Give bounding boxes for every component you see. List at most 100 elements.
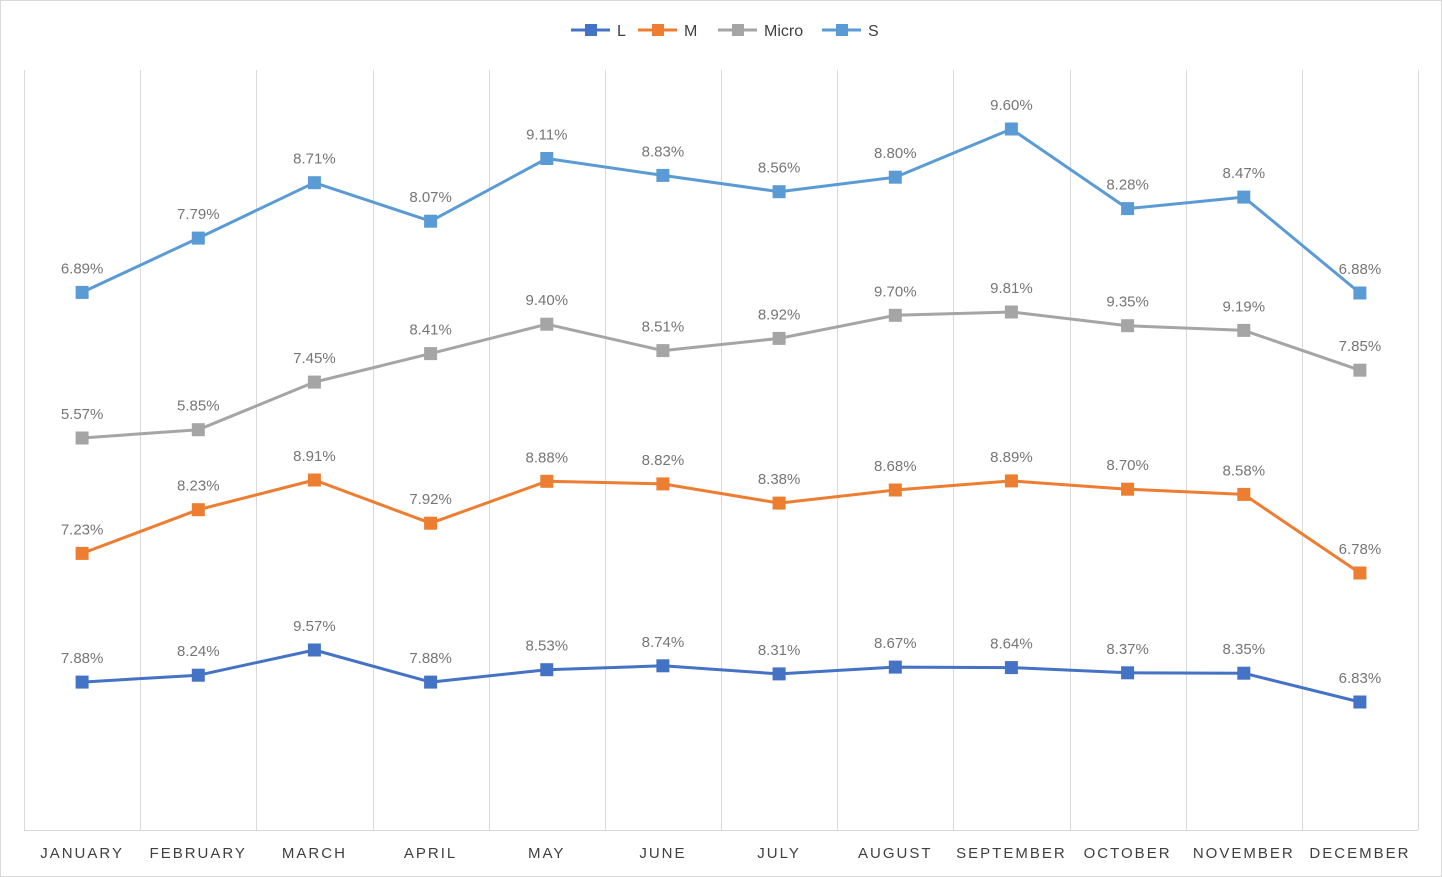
legend-label: L [617, 23, 626, 40]
data-label: 7.88% [409, 650, 452, 667]
data-point [307, 473, 321, 487]
data-label: 7.88% [61, 650, 104, 667]
data-point [191, 231, 205, 245]
data-label: 9.81% [990, 280, 1033, 297]
series-line-m [81, 478, 1361, 575]
data-label: 7.85% [1339, 338, 1382, 355]
data-label: 9.60% [990, 97, 1033, 114]
data-point [656, 659, 670, 673]
data-point [1237, 190, 1251, 204]
gridlines [24, 70, 1419, 830]
x-tick-label: JANUARY [40, 845, 124, 862]
data-label: 9.70% [874, 283, 917, 300]
data-point [540, 152, 554, 165]
series-line-l [82, 648, 1361, 704]
data-point [1237, 666, 1251, 680]
data-point [1353, 695, 1367, 709]
legend-marker-icon [732, 24, 744, 36]
data-label: 5.57% [61, 406, 104, 423]
data-label: 6.89% [61, 260, 104, 277]
x-tick-label: JULY [757, 845, 801, 862]
data-label: 8.89% [990, 449, 1033, 466]
data-point [307, 176, 321, 190]
data-label: 8.53% [526, 638, 569, 655]
x-tick-label: APRIL [404, 845, 457, 862]
series-m: 7.23% 8.23% 8.91% 7.92% 8.88% 8.82% 8.38% 8.68%… [61, 448, 1381, 580]
data-point [888, 170, 902, 184]
data-label: 8.24% [177, 643, 220, 660]
data-label: 7.45% [293, 350, 336, 367]
data-point [1353, 566, 1367, 580]
data-label: 8.58% [1223, 462, 1266, 479]
data-point [540, 663, 554, 677]
data-label: 8.51% [642, 319, 685, 336]
x-axis: JANUARY FEBRUARY MARCH APRIL MAY JUNE JULY AUGU… [24, 830, 1418, 862]
data-point [656, 168, 670, 182]
data-label: 8.71% [293, 151, 336, 168]
series-l: 7.88% 8.24% 9.57% 7.88% 8.53% 8.74% 8.31% 8.67%… [61, 618, 1381, 709]
data-label: 6.78% [1339, 541, 1382, 558]
data-point [656, 477, 670, 491]
data-label: 6.88% [1339, 261, 1382, 278]
data-label: 9.19% [1223, 298, 1266, 315]
legend-marker-icon [836, 24, 848, 36]
data-label: 9.35% [1106, 294, 1149, 311]
data-point [1353, 286, 1367, 300]
data-point [1121, 482, 1135, 496]
x-tick-label: NOVEMBER [1193, 845, 1295, 862]
data-point [1004, 122, 1018, 136]
data-label: 8.82% [642, 452, 685, 469]
data-point [1121, 666, 1135, 680]
data-label: 8.47% [1223, 165, 1266, 182]
data-label: 8.37% [1106, 641, 1149, 658]
data-label: 5.85% [177, 398, 220, 415]
x-tick-label: JUNE [639, 845, 686, 862]
data-point [540, 474, 554, 488]
data-label: 9.40% [526, 292, 569, 309]
x-tick-label: MAY [528, 845, 565, 862]
x-tick-label: AUGUST [858, 845, 933, 862]
series-line-micro [81, 310, 1361, 440]
x-tick-label: DECEMBER [1309, 845, 1410, 862]
data-label: 8.92% [758, 306, 801, 323]
data-point [772, 331, 786, 345]
data-label: 7.79% [177, 206, 220, 223]
legend: L M Micro S [571, 23, 879, 40]
x-tick-label: FEBRUARY [150, 845, 247, 862]
data-point [772, 667, 786, 681]
data-point [772, 185, 786, 199]
data-label: 8.91% [293, 448, 336, 465]
data-point [540, 317, 554, 331]
legend-item-m: M [638, 23, 697, 40]
data-point [424, 347, 438, 361]
legend-item-s: S [822, 23, 879, 40]
data-label: 8.88% [526, 449, 569, 466]
data-label: 8.07% [409, 189, 452, 206]
data-point [75, 285, 89, 299]
data-point [1121, 319, 1135, 333]
data-point [1004, 305, 1018, 319]
data-point [307, 375, 321, 389]
data-point [888, 308, 902, 322]
data-point [1237, 487, 1251, 501]
legend-marker-icon [652, 24, 664, 36]
data-label: 9.57% [293, 618, 336, 635]
data-label: 7.92% [409, 491, 452, 508]
data-label: 8.31% [758, 642, 801, 659]
series-micro: 5.57% 5.85% 7.45% 8.41% 9.40% 8.51% 8.92% 9.70%… [61, 280, 1381, 445]
data-point [75, 431, 89, 445]
data-point [307, 643, 321, 657]
x-tick-label: SEPTEMBER [956, 845, 1067, 862]
data-point [191, 503, 205, 517]
data-label: 6.83% [1339, 670, 1382, 687]
data-point [888, 660, 902, 674]
data-point [888, 483, 902, 497]
series-line-s [81, 127, 1361, 295]
data-point [191, 423, 205, 437]
series-group: 7.88% 8.24% 9.57% 7.88% 8.53% 8.74% 8.31% 8.67%… [61, 97, 1381, 709]
data-point [656, 344, 670, 358]
legend-item-l: L [571, 23, 626, 40]
data-point [1353, 363, 1367, 377]
data-point [75, 546, 89, 560]
